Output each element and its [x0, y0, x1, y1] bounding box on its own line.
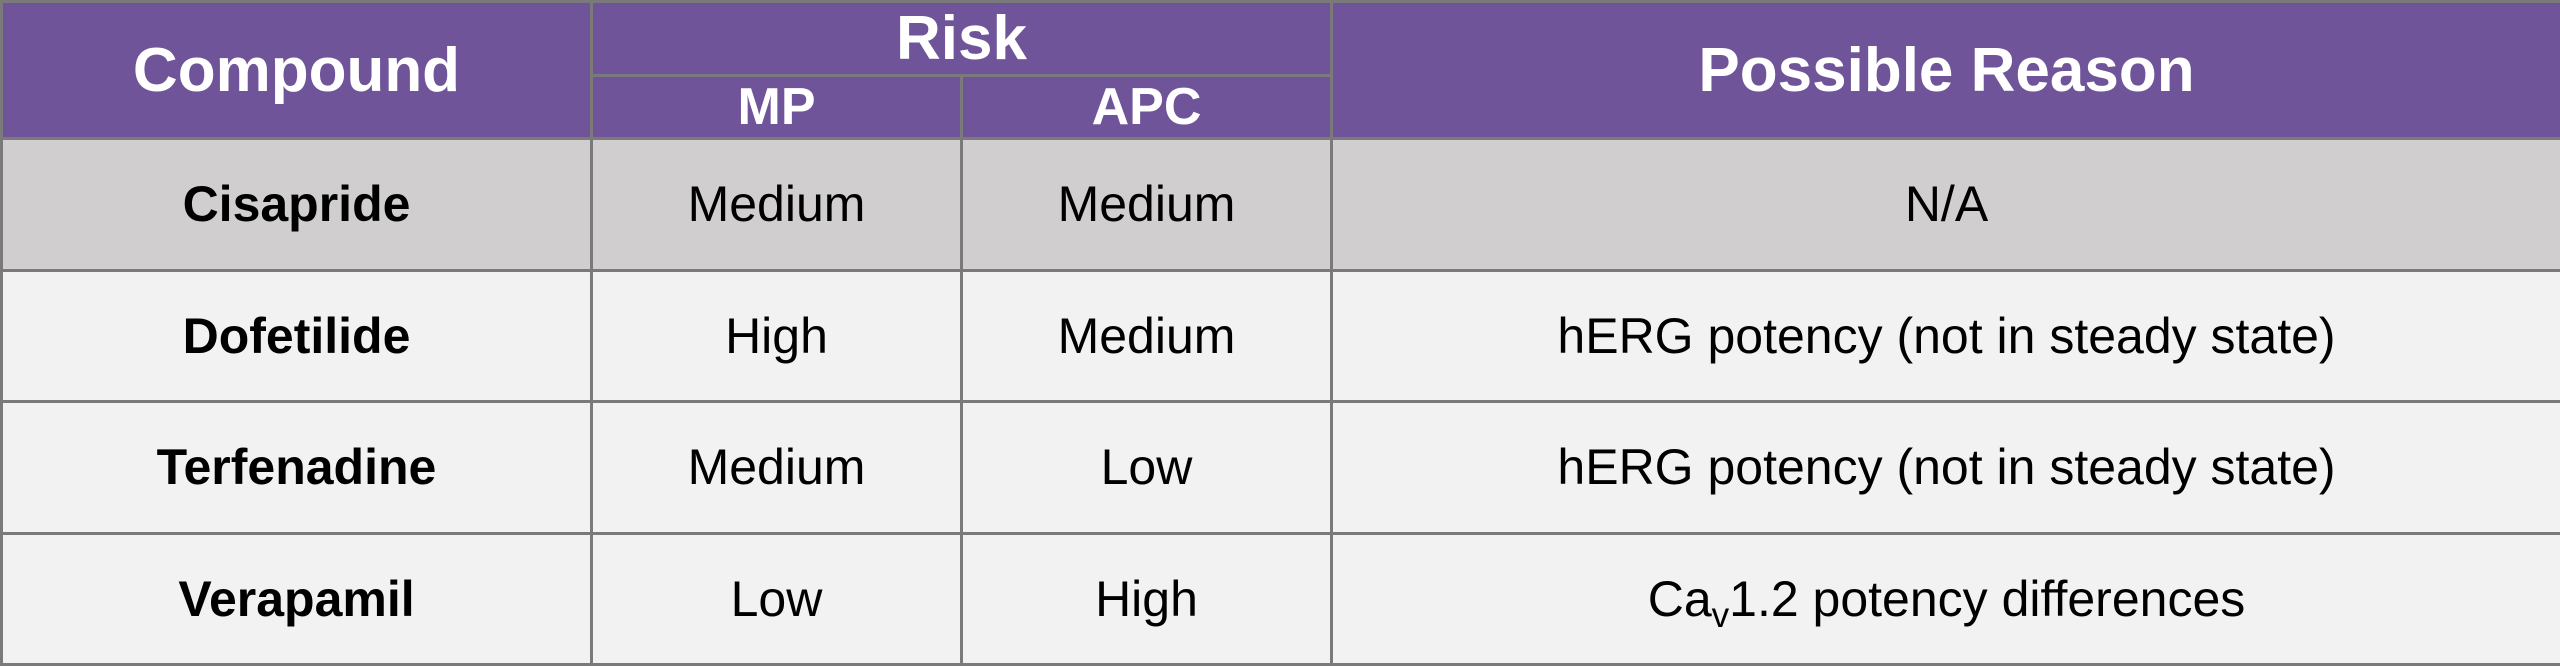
col-header-compound: Compound	[2, 2, 592, 139]
cell-compound: Terfenadine	[2, 402, 592, 534]
cell-reason: hERG potency (not in steady state)	[1332, 270, 2560, 402]
col-header-apc: APC	[962, 76, 1332, 139]
table-row: VerapamilLowHighCav1.2 potency differenc…	[2, 533, 2560, 665]
cell-apc: Medium	[962, 139, 1332, 271]
cell-reason: Cav1.2 potency differences	[1332, 533, 2560, 665]
col-header-mp: MP	[592, 76, 962, 139]
cell-mp: High	[592, 270, 962, 402]
cell-apc: High	[962, 533, 1332, 665]
risk-table: Compound Risk Possible Reason MP APC Cis…	[0, 0, 2560, 666]
table-row: CisaprideMediumMediumN/A	[2, 139, 2560, 271]
table-body: CisaprideMediumMediumN/ADofetilideHighMe…	[2, 139, 2560, 665]
cell-compound: Verapamil	[2, 533, 592, 665]
cell-compound: Cisapride	[2, 139, 592, 271]
col-header-reason: Possible Reason	[1332, 2, 2560, 139]
cell-reason: hERG potency (not in steady state)	[1332, 402, 2560, 534]
table-row: TerfenadineMediumLowhERG potency (not in…	[2, 402, 2560, 534]
table-header: Compound Risk Possible Reason MP APC	[2, 2, 2560, 139]
cell-mp: Medium	[592, 402, 962, 534]
cell-apc: Low	[962, 402, 1332, 534]
cell-mp: Low	[592, 533, 962, 665]
col-header-risk: Risk	[592, 2, 1332, 76]
table-row: DofetilideHighMediumhERG potency (not in…	[2, 270, 2560, 402]
cell-reason: N/A	[1332, 139, 2560, 271]
cell-compound: Dofetilide	[2, 270, 592, 402]
cell-apc: Medium	[962, 270, 1332, 402]
cell-mp: Medium	[592, 139, 962, 271]
